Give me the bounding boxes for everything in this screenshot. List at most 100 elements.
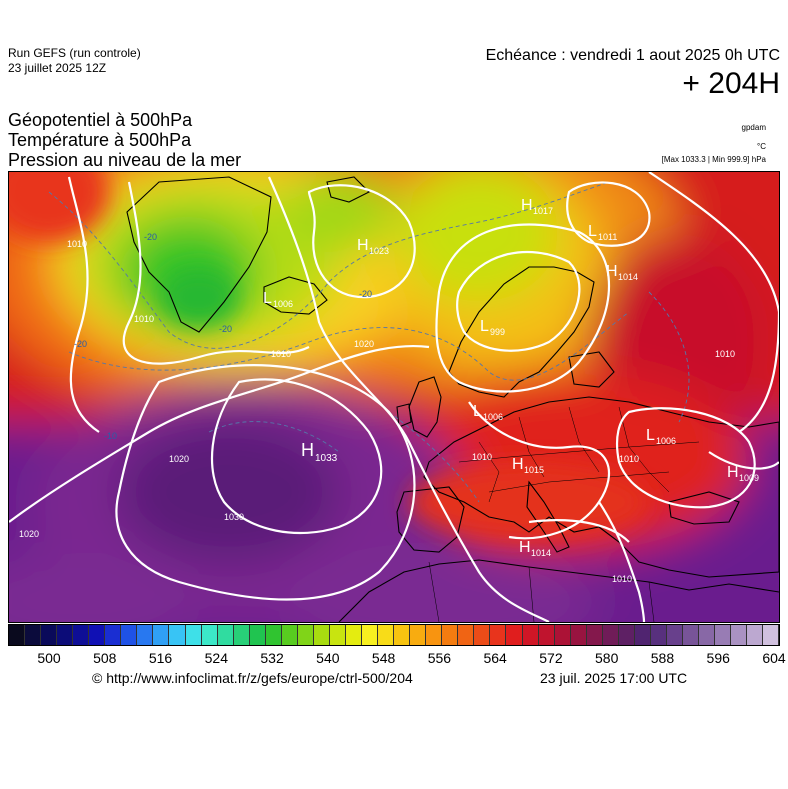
pressure-center-type: H <box>512 456 524 473</box>
colorbar-cell <box>586 625 603 645</box>
colorbar-tick-label: 572 <box>539 650 563 666</box>
isobar-label: 1010 <box>134 314 154 324</box>
run-title: Run GEFS (run controle) <box>8 46 141 60</box>
colorbar-cell <box>185 625 202 645</box>
lead-time: + 204H <box>682 67 780 100</box>
pressure-center-value: 1011 <box>598 232 617 242</box>
colorbar-cell <box>570 625 587 645</box>
weather-map-svg: 1010 1010 1010 1020 1020 1030 1020 1010 … <box>9 172 779 622</box>
colorbar-cell <box>25 625 42 645</box>
colorbar-ticks: 500 508 516 524 532 540 548 556 564 572 580 588 596 6… <box>8 650 785 668</box>
isobar-label: 1020 <box>354 339 374 349</box>
isotherms <box>48 181 690 503</box>
colorbar-cell <box>201 625 218 645</box>
pressure-center-value: 1006 <box>483 412 503 422</box>
isobar-label: 1010 <box>715 349 735 359</box>
colorbar-cell <box>634 625 651 645</box>
weather-map: 1010 1010 1010 1020 1020 1030 1020 1010 … <box>8 171 780 623</box>
colorbar-cell <box>554 625 571 645</box>
isotherm-label: -20 <box>74 339 87 349</box>
credit-url: © http://www.infoclimat.fr/z/gefs/europe… <box>92 670 413 686</box>
isotherm-label: -20 <box>219 324 232 334</box>
colorbar-tick-label: 500 <box>37 650 61 666</box>
pressure-center-type: L <box>473 403 482 420</box>
isobar-label: 1030 <box>224 512 244 522</box>
colorbar-cell <box>538 625 555 645</box>
pressure-center-type: H <box>301 440 314 460</box>
param-temperature: Température à 500hPa <box>8 130 192 150</box>
colorbar-cell <box>137 625 154 645</box>
colorbar-tick-label: 596 <box>706 650 730 666</box>
colorbar-cell <box>618 625 635 645</box>
isobar-label: 1010 <box>612 574 632 584</box>
colorbar-cell <box>731 625 748 645</box>
colorbar-cell <box>281 625 298 645</box>
colorbar-tick-label: 604 <box>762 650 786 666</box>
colorbar-cell <box>650 625 667 645</box>
colorbar-tick-label: 580 <box>595 650 619 666</box>
colorbar-cell <box>394 625 411 645</box>
isobar-label: 1010 <box>619 454 639 464</box>
pressure-center-type: H <box>521 197 533 214</box>
pressure-center-value: 1033 <box>315 453 338 464</box>
colorbar-cell <box>297 625 314 645</box>
isobar-label: 1020 <box>19 529 39 539</box>
pressure-center-type: L <box>588 223 597 240</box>
colorbar-cell <box>362 625 379 645</box>
pressure-centers: H 1017 L 1011 H 1023 H 1014 L 1006 L 999 L 1006… <box>263 197 759 558</box>
pressure-center-value: 1014 <box>531 548 551 558</box>
pressure-minmax: [Max 1033.3 | Min 999.9] hPa <box>661 155 766 164</box>
colorbar-cell <box>345 625 363 645</box>
isotherm-label-group: -20 -20 -20 -20 -10 <box>74 232 372 441</box>
colorbar-cell <box>265 625 282 645</box>
geopotential-field <box>9 172 779 622</box>
pressure-center-type: H <box>357 237 369 254</box>
colorbar-cell <box>747 625 764 645</box>
pressure-center-type: L <box>263 290 272 307</box>
colorbar-tick-label: 532 <box>260 650 284 666</box>
isobar-label-group: 1010 1010 1010 1020 1020 1030 1020 1010 … <box>19 239 735 584</box>
colorbar-cell <box>763 625 780 645</box>
colorbar-tick-label: 508 <box>93 650 117 666</box>
pressure-center-type: H <box>727 464 739 481</box>
colorbar-tick-label: 524 <box>204 650 228 666</box>
colorbar-cell <box>313 625 330 645</box>
colorbar-cell <box>105 625 122 645</box>
colorbar <box>8 624 780 646</box>
isobar-label: 1010 <box>67 239 87 249</box>
pressure-center-type: L <box>646 427 655 444</box>
colorbar-cell <box>9 625 26 645</box>
colorbar-tick-label: 588 <box>650 650 675 666</box>
colorbar-tick-label: 540 <box>316 650 340 666</box>
colorbar-cell <box>715 625 732 645</box>
colorbar-cell <box>153 625 170 645</box>
valid-time: Echéance : vendredi 1 aout 2025 0h UTC <box>485 47 780 64</box>
render-time: 23 juil. 2025 17:00 UTC <box>540 670 688 686</box>
pressure-center-value: 1015 <box>524 465 544 475</box>
colorbar-cell <box>682 625 700 645</box>
isotherm-label: -10 <box>104 431 117 441</box>
colorbar-cell <box>73 625 90 645</box>
colorbar-cell <box>602 625 619 645</box>
param-mslp: Pression au niveau de la mer <box>8 150 242 170</box>
pressure-center-type: H <box>606 263 618 280</box>
colorbar-cell <box>249 625 266 645</box>
isobar-label: 1020 <box>169 454 189 464</box>
pressure-center-value: 1009 <box>739 473 759 483</box>
colorbar-tick-label: 548 <box>371 650 396 666</box>
colorbar-cell <box>121 625 138 645</box>
colorbar-cell <box>233 625 250 645</box>
isotherm-label: -20 <box>144 232 157 242</box>
pressure-center-value: 1006 <box>273 299 293 309</box>
isotherm-label: -20 <box>359 289 372 299</box>
colorbar-cell <box>666 625 683 645</box>
unit-celsius: °C <box>757 142 766 151</box>
pressure-center-value: 999 <box>490 327 505 337</box>
pressure-center-type: H <box>519 539 531 556</box>
run-date: 23 juillet 2025 12Z <box>8 61 107 75</box>
colorbar-cell <box>217 625 234 645</box>
colorbar-cell <box>41 625 58 645</box>
pressure-center-value: 1017 <box>533 206 553 216</box>
param-geopotential: Géopotentiel à 500hPa <box>8 110 193 130</box>
isobars <box>9 172 779 622</box>
